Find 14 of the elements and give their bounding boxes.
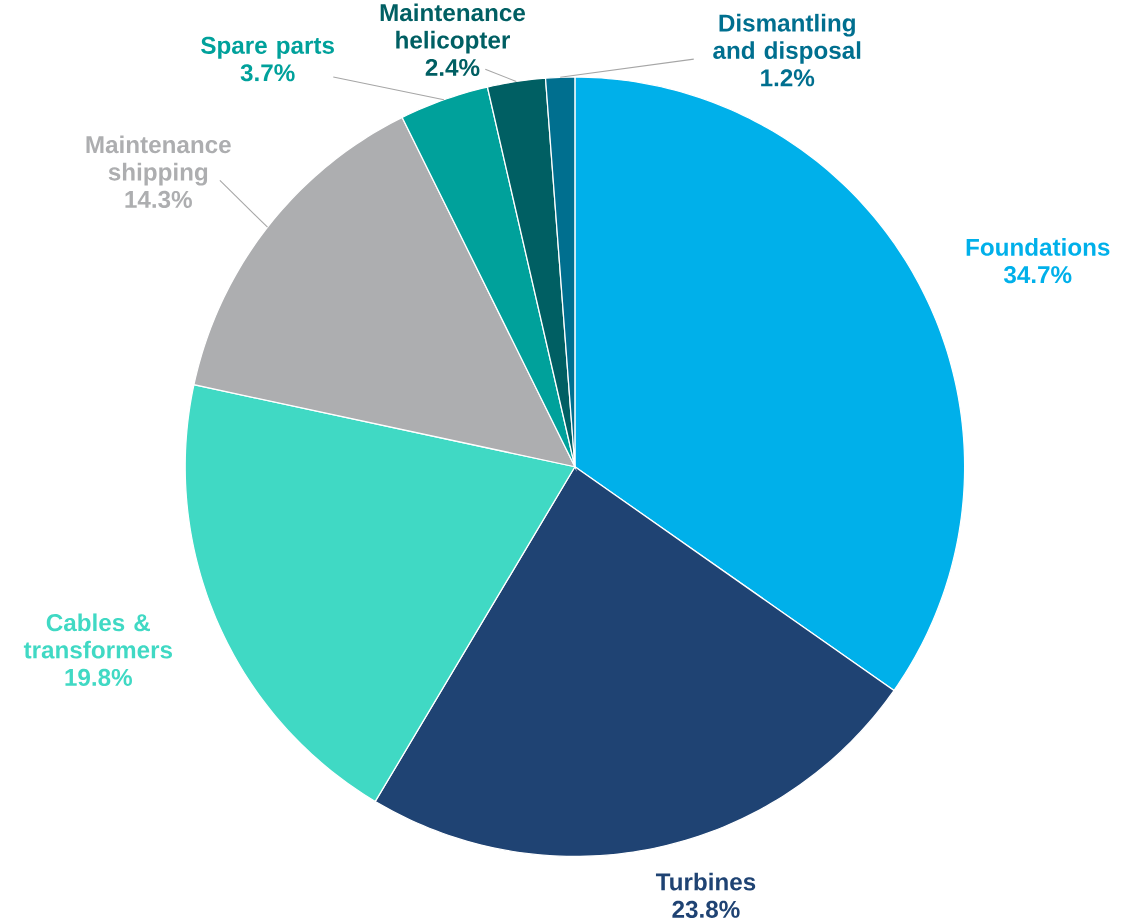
data-label: 19.8%	[65, 668, 132, 686]
data-label: 3.7%	[240, 63, 295, 82]
slice-label: Spare parts	[201, 36, 334, 59]
slice-label: Maintenance shipping	[86, 135, 231, 186]
data-label: 23.8%	[672, 900, 740, 918]
slice-label: Foundations	[966, 237, 1110, 256]
data-label: 34.7%	[1003, 265, 1072, 284]
slice-label: Turbines	[655, 872, 756, 891]
data-label: 2.4%	[425, 58, 480, 76]
slice-label: Maintenance helicopter	[380, 3, 525, 54]
data-label: 14.3%	[125, 190, 192, 208]
slice-label: Dismantling and disposal	[713, 13, 861, 64]
data-label: 1.2%	[761, 69, 815, 87]
slice-label: Cables & transformers	[23, 613, 172, 659]
